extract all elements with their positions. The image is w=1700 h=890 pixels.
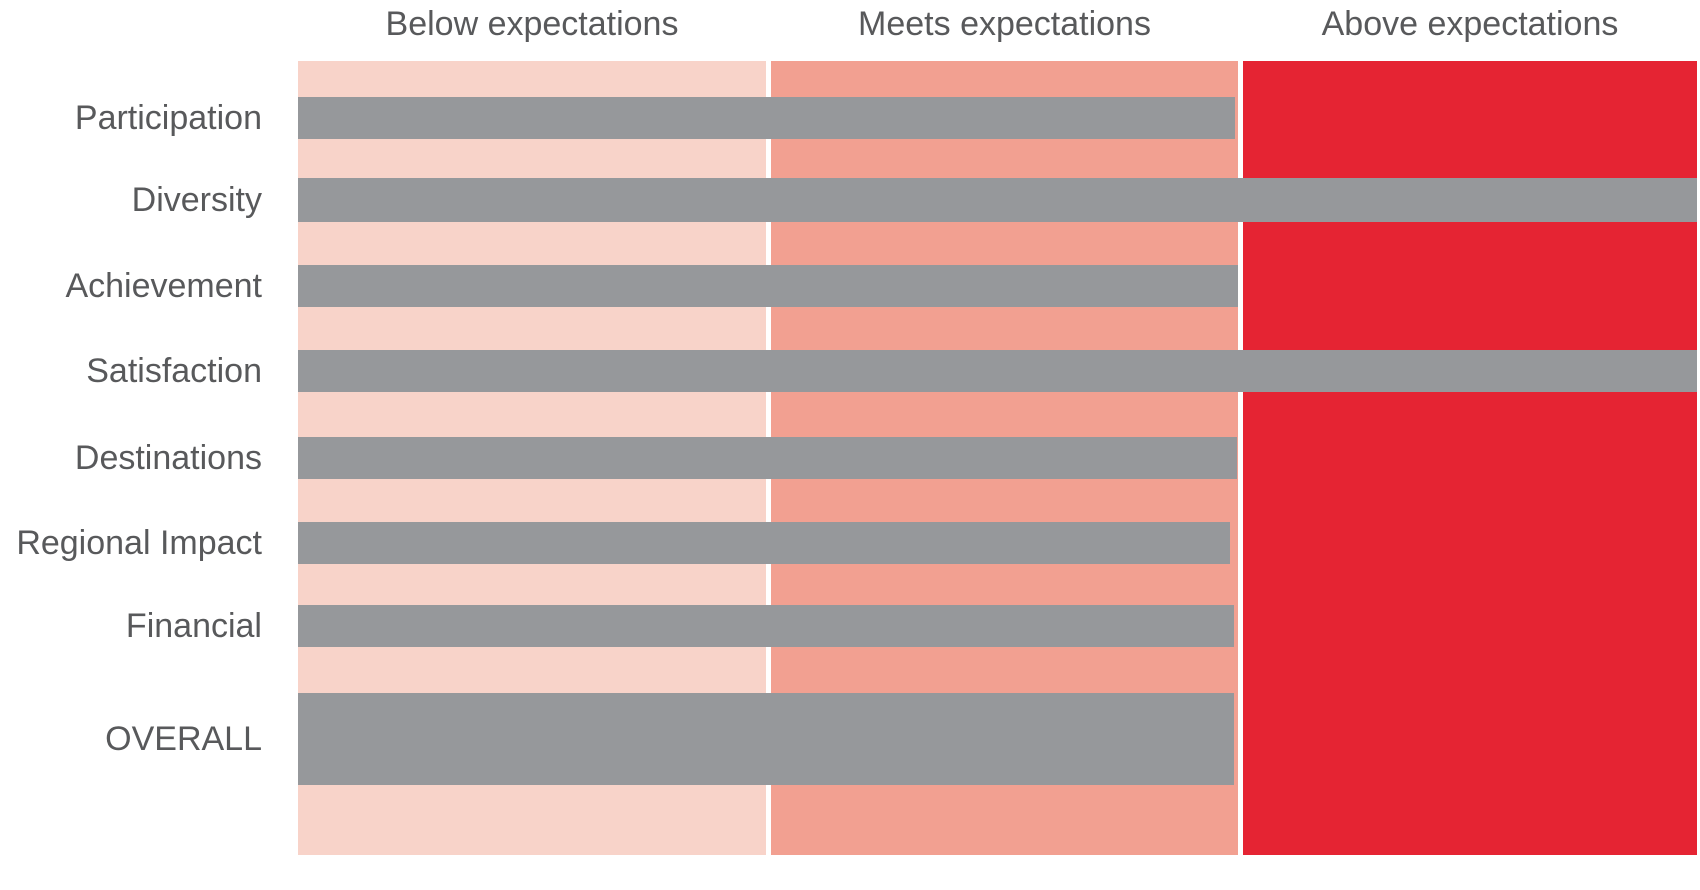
zone-header-below: Below expectations	[385, 4, 679, 43]
plot-area	[298, 61, 1697, 855]
bar-financial	[298, 605, 1234, 647]
row-label-overall: OVERALL	[105, 719, 262, 758]
bar-overall	[298, 693, 1234, 785]
bar-achievement	[298, 265, 1239, 307]
row-label-participation: Participation	[74, 98, 262, 137]
row-label-regional-impact-neighbors-destinations: Destinations	[74, 438, 262, 477]
zone-header-meets: Meets expectations	[858, 4, 1151, 43]
bar-diversity	[298, 178, 1697, 222]
row-label-satisfaction: Satisfaction	[86, 351, 262, 390]
row-label-achievement: Achievement	[65, 266, 262, 305]
row-label-regional-impact: Regional Impact	[16, 523, 262, 562]
row-label-diversity: Diversity	[131, 180, 262, 219]
row-label-financial: Financial	[125, 606, 262, 645]
bar-regional-impact	[298, 522, 1230, 564]
zone-header-above: Above expectations	[1321, 4, 1619, 43]
bar-satisfaction	[298, 350, 1697, 392]
bar-destinations	[298, 437, 1237, 479]
bar-participation	[298, 97, 1236, 139]
